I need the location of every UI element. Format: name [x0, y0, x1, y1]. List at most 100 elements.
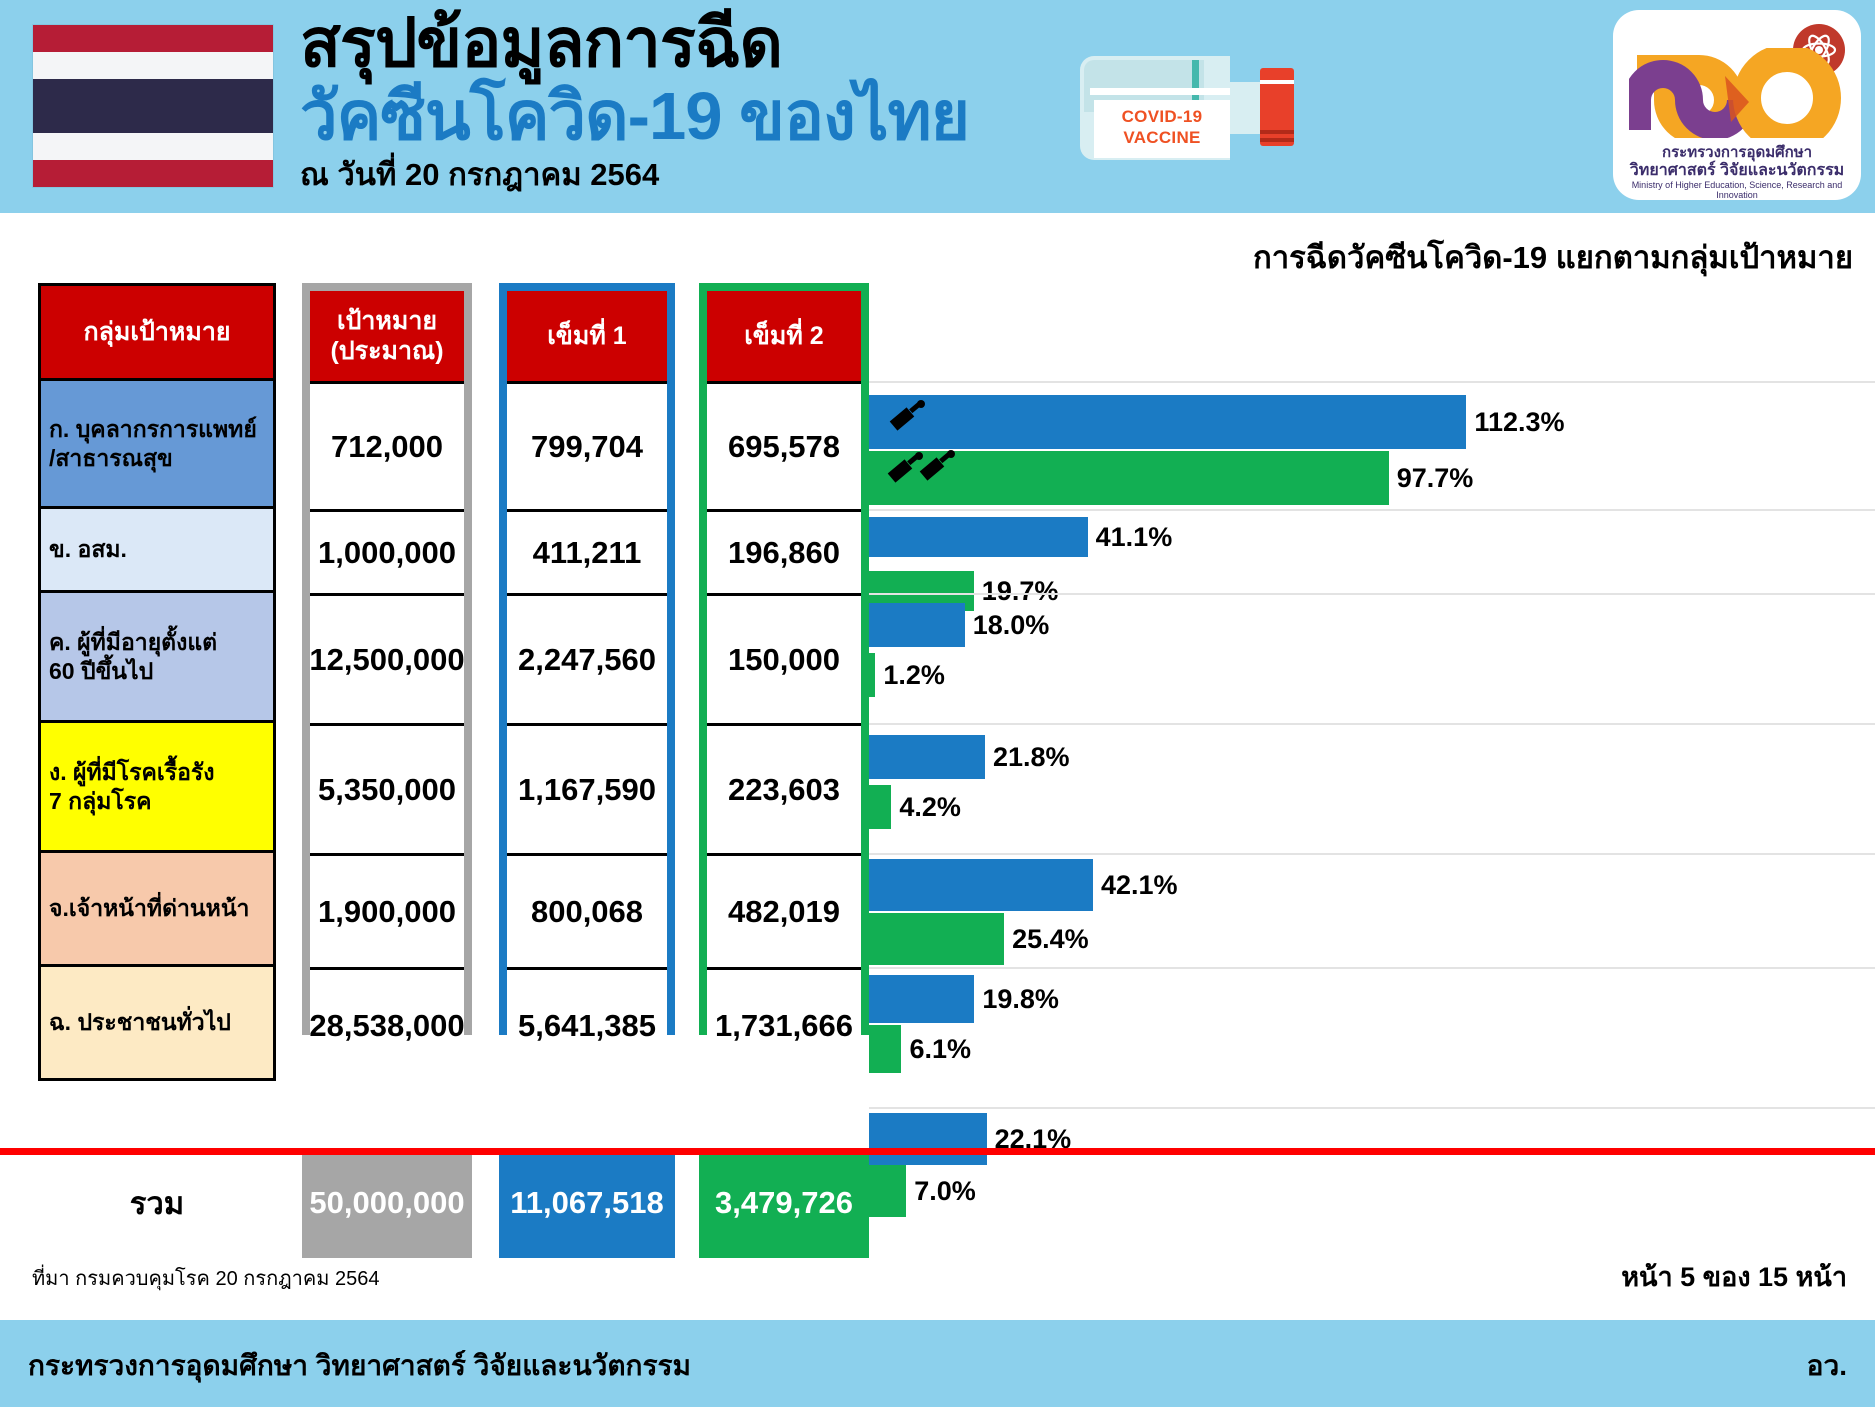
page-number: หน้า 5 ของ 15 หน้า — [1621, 1262, 1847, 1292]
table-row-target-4: 5,350,000 — [310, 723, 464, 853]
page-title-line1: สรุปข้อมูลการฉีด — [300, 6, 783, 81]
chart-bar-dose1-6 — [869, 975, 975, 1023]
group-label-line1: ฉ. ประชาชนทั่วไป — [49, 1009, 231, 1035]
source-note: ที่มา กรมควบคุมโรค 20 กรกฎาคม 2564 — [32, 1268, 380, 1290]
chart-value-label-dose2-4: 4.2% — [899, 792, 961, 822]
chart-gridline — [869, 967, 1875, 969]
ministry-infinity-mark-icon — [1623, 44, 1845, 152]
table-row-dose1-5: 800,068 — [507, 853, 667, 967]
chart-bar-dose2-4 — [869, 785, 892, 829]
covid-vaccine-vial-icon: COVID-19 VACCINE — [1080, 42, 1310, 170]
footer-ministry-name: กระทรวงการอุดมศึกษา วิทยาศาสตร์ วิจัยและ… — [28, 1350, 691, 1381]
thailand-flag-icon — [33, 25, 273, 187]
chart-bar-dose2-3 — [869, 653, 876, 697]
chart-group-5: 42.1% 25.4% — [869, 853, 1875, 981]
chart-value-label-dose1-6: 19.8% — [982, 984, 1059, 1014]
chart-gridline — [869, 723, 1875, 725]
chart-bar-dose2-5 — [869, 913, 1005, 965]
table-row-dose2-5: 482,019 — [707, 853, 861, 967]
total-divider — [0, 1148, 1875, 1155]
chart-value-label-dose1-7: 22.1% — [994, 1124, 1072, 1154]
chart-bar-dose2-6 — [869, 1025, 902, 1073]
vaccination-bar-chart: 112.3% 97.7% 41.1% 19.7% 18.0% 1.2% 21.8% 4.2% 4… — [869, 283, 1875, 1217]
total-target: 50,000,000 — [302, 1148, 472, 1258]
chart-value-label-dose2-3: 1.2% — [883, 660, 945, 690]
vial-label-line1: COVID-19 — [1121, 107, 1203, 126]
chart-bar-dose1-5 — [869, 859, 1093, 911]
table-row-group-5: จ.เจ้าหน้าที่ด่านหน้า — [38, 853, 276, 967]
title-block: สรุปข้อมูลการฉีด วัคซีนโควิด-19 ของไทย ณ… — [300, 8, 1080, 194]
page-date: ณ วันที่ 20 กรกฎาคม 2564 — [300, 157, 660, 192]
chart-bar-dose1-7 — [869, 1113, 987, 1165]
table-header-target-line1: เป้าหมาย — [336, 307, 438, 335]
table-row-group-2: ข. อสม. — [38, 509, 276, 593]
table-row-dose2-4: 223,603 — [707, 723, 861, 853]
total-dose1: 11,067,518 — [499, 1148, 675, 1258]
chart-bar-dose1-3 — [869, 603, 965, 647]
group-label-line1: จ.เจ้าหน้าที่ด่านหน้า — [49, 895, 250, 921]
chart-value-label-dose1-2: 41.1% — [1095, 522, 1173, 552]
table-row-dose1-4: 1,167,590 — [507, 723, 667, 853]
chart-bar-dose1-2 — [869, 517, 1088, 557]
table-header-group: กลุ่มเป้าหมาย — [38, 283, 276, 381]
table-row-group-3: ค. ผู้ที่มีอายุตั้งแต่ 60 ปีขึ้นไป — [38, 593, 276, 723]
chart-value-label-dose1-4: 21.8% — [992, 742, 1070, 772]
ministry-logo-text-line1: กระทรวงการอุดมศึกษา — [1662, 144, 1812, 161]
table-row-target-2: 1,000,000 — [310, 509, 464, 593]
group-label-line2: /สาธารณสุข — [49, 444, 173, 471]
page-title-line2: วัคซีนโควิด-19 ของไทย — [300, 79, 970, 154]
syringe-icon — [883, 445, 929, 491]
chart-gridline — [869, 1107, 1875, 1109]
table-row-dose2-1: 695,578 — [707, 381, 861, 509]
chart-bar-dose2-1 — [869, 451, 1389, 505]
chart-value-label-dose1-5: 42.1% — [1100, 870, 1178, 900]
chart-group-1: 112.3% 97.7% — [869, 381, 1875, 509]
table-header-dose1: เข็มที่ 1 — [507, 291, 667, 381]
chart-value-label-dose1-1: 112.3% — [1474, 407, 1565, 437]
chart-value-label-dose2-7: 7.0% — [914, 1176, 976, 1206]
ministry-logo-text-line2: วิทยาศาสตร์ วิจัยและนวัตกรรม — [1629, 162, 1845, 179]
chart-group-3: 18.0% 1.2% — [869, 593, 1875, 721]
table-row-dose2-2: 196,860 — [707, 509, 861, 593]
table-row-group-1: ก. บุคลากรการแพทย์/สาธารณสุข — [38, 381, 276, 509]
chart-value-label-dose2-2: 19.7% — [981, 576, 1059, 606]
table-row-dose1-2: 411,211 — [507, 509, 667, 593]
table-row-target-3: 12,500,000 — [309, 593, 465, 723]
group-label-line1: ก. บุคลากรการแพทย์ — [49, 415, 257, 442]
chart-title: การฉีดวัคซีนโควิด-19 แยกตามกลุ่มเป้าหมาย — [1252, 240, 1853, 275]
table-row-target-1: 712,000 — [310, 381, 464, 509]
group-label-line1: ง. ผู้ที่มีโรคเรื้อรัง — [49, 758, 215, 785]
table-row-target-5: 1,900,000 — [310, 853, 464, 967]
ministry-logo-text-line3: Ministry of Higher Education, Science, R… — [1631, 180, 1843, 200]
group-label-line2: 60 ปีขึ้นไป — [49, 657, 154, 684]
table-header-dose2: เข็มที่ 2 — [707, 291, 861, 381]
table-row-dose2-3: 150,000 — [707, 593, 861, 723]
chart-gridline — [869, 509, 1875, 511]
chart-gridline — [869, 381, 1875, 383]
table-row-group-6: ฉ. ประชาชนทั่วไป — [38, 967, 276, 1081]
chart-bar-dose1-4 — [869, 735, 985, 779]
total-row-label: รวม — [129, 1186, 185, 1221]
chart-gridline — [869, 593, 1875, 595]
chart-value-label-dose2-6: 6.1% — [909, 1034, 971, 1064]
table-row-dose1-3: 2,247,560 — [507, 593, 667, 723]
chart-group-7: 22.1% 7.0% — [869, 1107, 1875, 1235]
table-row-dose1-6: 5,641,385 — [507, 967, 667, 1081]
group-label-line2: 7 กลุ่มโรค — [49, 787, 152, 814]
table-row-dose1-1: 799,704 — [507, 381, 667, 509]
vial-label-line2: VACCINE — [1123, 128, 1201, 147]
chart-value-label-dose1-3: 18.0% — [972, 610, 1050, 640]
table-header-target: เป้าหมาย (ประมาณ) — [310, 291, 464, 381]
footer-bar: กระทรวงการอุดมศึกษา วิทยาศาสตร์ วิจัยและ… — [0, 1320, 1875, 1407]
group-label-line1: ค. ผู้ที่มีอายุตั้งแต่ — [49, 628, 218, 655]
page-header: สรุปข้อมูลการฉีด วัคซีนโควิด-19 ของไทย ณ… — [0, 0, 1875, 213]
chart-bar-dose2-7 — [869, 1165, 907, 1217]
table-header-target-line2: (ประมาณ) — [330, 337, 444, 365]
total-dose2: 3,479,726 — [699, 1148, 869, 1258]
chart-group-4: 21.8% 4.2% — [869, 723, 1875, 851]
chart-gridline — [869, 853, 1875, 855]
table-row-dose2-6: 1,731,666 — [707, 967, 861, 1081]
syringe-icon — [885, 393, 931, 439]
ministry-logo: กระทรวงการอุดมศึกษา วิทยาศาสตร์ วิจัยและ… — [1613, 10, 1861, 200]
footer-abbreviation: อว. — [1806, 1350, 1847, 1381]
